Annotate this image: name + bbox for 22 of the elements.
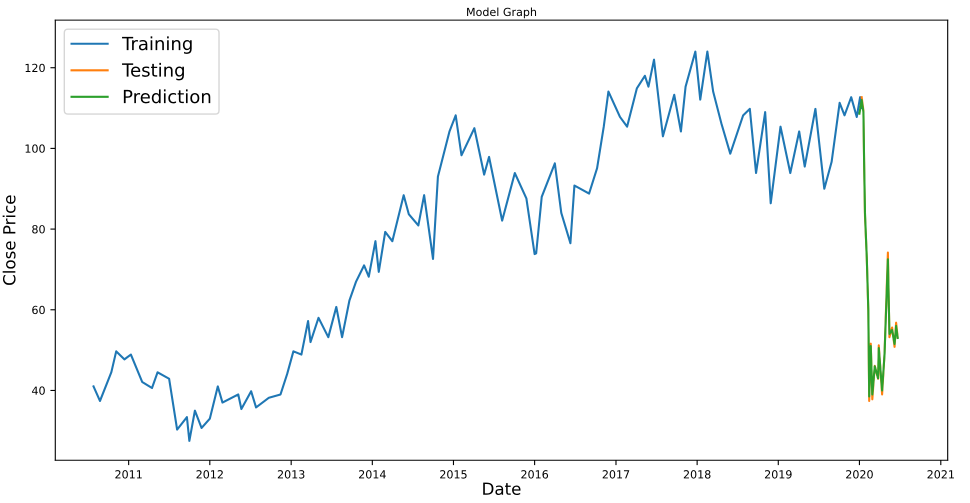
legend-label: Testing (122, 62, 184, 80)
y-tick-label: 120 (26, 64, 45, 72)
x-tick-label: 2017 (602, 470, 630, 479)
y-axis-title: Close Price (2, 195, 16, 285)
x-axis-title: Date (483, 482, 521, 496)
x-tick-label: 2013 (278, 470, 304, 479)
y-tick-label: 60 (32, 306, 45, 314)
x-tick-label: 2012 (196, 470, 223, 479)
x-tick-label: 2019 (764, 470, 792, 479)
x-tick-label: 2014 (358, 470, 386, 479)
chart-title: Model Graph (467, 8, 536, 18)
x-tick-label: 2020 (846, 470, 873, 479)
y-tick-label: 100 (26, 144, 45, 153)
y-tick-label: 80 (32, 225, 45, 234)
legend-label: Training (122, 36, 192, 54)
x-tick-label: 2021 (927, 470, 954, 479)
y-tick-label: 40 (32, 386, 45, 395)
legend-label: Prediction (124, 89, 210, 104)
x-tick-label: 2018 (684, 470, 711, 479)
x-tick-label: 2011 (115, 470, 142, 479)
x-tick-label: 2015 (440, 470, 467, 479)
x-tick-label: 2016 (521, 470, 548, 479)
